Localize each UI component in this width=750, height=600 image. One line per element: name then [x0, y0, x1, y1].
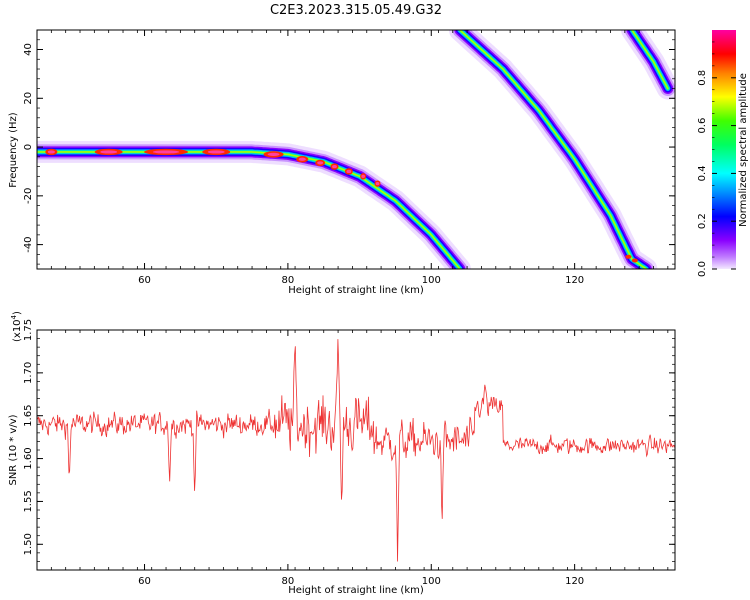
ridge-hotspot-core: [267, 152, 280, 156]
colorbar-ticks: 0.0 0.2 0.4 0.6 0.8: [697, 41, 736, 277]
y-tick-label: 1.65: [23, 405, 34, 427]
spectrogram-frame: [36, 29, 676, 270]
ridge-hotspot-core: [332, 164, 337, 169]
colorbar-gradient: [712, 30, 736, 269]
ridge-hotspot: [631, 258, 638, 263]
chart-title: C2E3.2023.315.05.49.G32: [270, 3, 442, 18]
colorbar-tick-label: 0.8: [697, 70, 708, 86]
y-tick-label: 0: [23, 144, 34, 150]
snr-plot-area: [37, 330, 675, 570]
snr-frame: [36, 329, 676, 571]
y-tick-label: 40: [23, 43, 34, 56]
y-tick-label: 1.60: [23, 447, 34, 469]
y-tick-label: -40: [23, 236, 34, 252]
x-tick-label: 120: [565, 275, 584, 286]
snr-ylabel: SNR (10 * v/v): [8, 414, 19, 485]
colorbar-tick-label: 0.2: [697, 213, 708, 229]
x-tick-label: 60: [138, 576, 151, 587]
snr-series-line: [37, 339, 675, 562]
x-tick-label: 80: [282, 576, 295, 587]
ridge-hotspot-core: [346, 169, 352, 174]
y-tick-label: 1.55: [23, 490, 34, 512]
ridge-hotspot: [625, 254, 632, 259]
x-tick-label: 120: [565, 576, 584, 587]
spectrogram-ylabel: Frequency (Hz): [8, 112, 19, 188]
spectrogram-xlabel: Height of straight line (km): [288, 285, 424, 296]
x-tick-label: 60: [138, 275, 151, 286]
snr-xlabel: Height of straight line (km): [288, 585, 424, 596]
ridge-hotspot-core: [47, 150, 55, 154]
colorbar-tick-label: 0.6: [697, 118, 708, 134]
colorbar-tick-label: 0.4: [697, 165, 708, 181]
y-tick-label: 1.75: [23, 319, 34, 341]
ridge-2-layer-7: [459, 30, 648, 269]
colorbar-label: Normalized spectral amplitude: [738, 73, 749, 227]
ridge-hotspot-core: [317, 161, 324, 165]
x-tick-label: 100: [422, 275, 441, 286]
colorbar: 0.0 0.2 0.4 0.6 0.8 Normalized spectral ampl…: [697, 30, 749, 277]
ridge-hotspot-core: [298, 157, 306, 161]
y-tick-label: 1.70: [23, 362, 34, 384]
ridge-hotspot-core: [375, 182, 380, 186]
snr-yscale-label: (x104): [10, 311, 23, 342]
ridge-hotspot-core: [207, 150, 225, 154]
spectrogram-panel: 60 80 100 120 -40 -20 0 20 40 Height of straight…: [8, 29, 676, 296]
snr-panel: 60 80 100 120 1.50 1.55 1.60 1.65 1.70 1.75 Heigh…: [8, 311, 676, 596]
spectrogram-ridges: [37, 30, 675, 269]
ridge-hotspot-core: [152, 150, 180, 154]
colorbar-tick-label: 0.0: [697, 261, 708, 277]
y-tick-label: 20: [23, 92, 34, 105]
y-tick-label: 1.50: [23, 533, 34, 555]
x-tick-label: 100: [422, 576, 441, 587]
ridge-hotspot-core: [361, 174, 365, 178]
x-tick-label: 80: [282, 275, 295, 286]
y-tick-label: -20: [23, 188, 34, 204]
ridge-3-layer-7: [631, 30, 669, 90]
ridge-hotspot-core: [100, 150, 118, 154]
